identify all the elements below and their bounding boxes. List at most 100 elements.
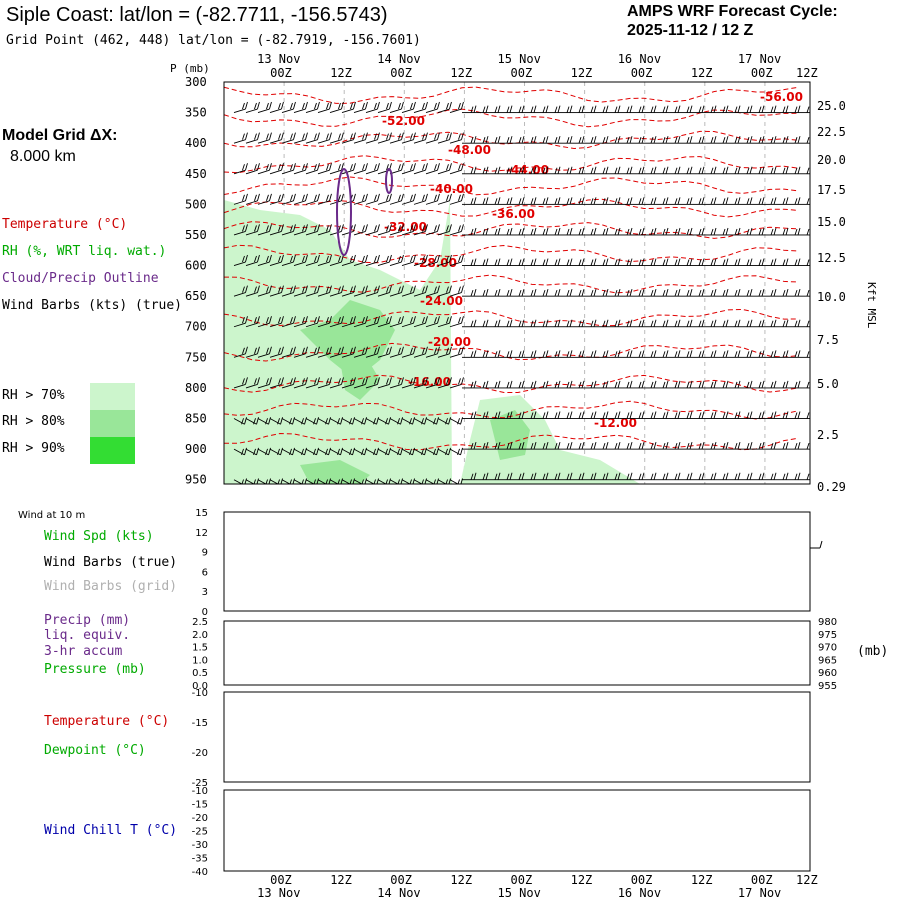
wind-barb-492 — [377, 377, 392, 389]
wind-barb-518 — [690, 380, 705, 389]
wind-barb-547 — [462, 411, 477, 419]
wind-barb-84 — [666, 105, 681, 114]
wind-barb-74 — [546, 105, 561, 114]
wind-barb-345 — [341, 285, 356, 297]
wind-barb-203 — [365, 193, 380, 205]
wind-barb-198 — [305, 193, 320, 205]
wind-barb-334 — [786, 258, 801, 267]
wind-barb-279 — [702, 227, 717, 236]
wind-barb-604 — [570, 441, 585, 450]
wind-barb-119 — [510, 136, 525, 144]
wind-barb-482 — [257, 377, 272, 389]
pressure-tick-1: 350 — [185, 106, 207, 120]
wind-barb-278 — [690, 227, 705, 236]
wind-barb-76 — [570, 105, 585, 114]
wind-barb-437 — [293, 346, 308, 358]
pressure-tick-4: 500 — [185, 197, 207, 211]
wind-barb-272 — [618, 227, 633, 236]
legend-temperature: Temperature (°C) — [2, 217, 128, 232]
wind-barb-523 — [750, 380, 765, 389]
wind-barb-245 — [293, 224, 308, 236]
cycle-value: 2025-11-12 / 12 Z — [627, 22, 754, 39]
wind-barb-132 — [666, 136, 681, 144]
wind-barb-325 — [678, 258, 693, 267]
windchill-ytick-2: -20 — [192, 813, 208, 824]
wind-barb-75 — [558, 105, 573, 114]
wind-barb-388 — [281, 316, 296, 328]
wind-barb-469 — [678, 350, 693, 358]
wind-barb-560 — [618, 411, 633, 419]
wind-panel-title: Wind at 10 m — [18, 510, 86, 521]
wind-barb-467 — [654, 350, 669, 358]
wind-barb-303 — [413, 254, 428, 266]
wind-barb-366 — [594, 289, 609, 297]
height-tick-1: 22.5 — [817, 125, 846, 139]
wind-barb-415 — [606, 319, 621, 328]
wind-barb-268 — [570, 227, 585, 236]
precip-ytick-2: 1.5 — [192, 643, 208, 654]
wind-barb-77 — [582, 105, 597, 114]
wind-barb-359 — [510, 289, 525, 297]
wind-barb-73 — [534, 105, 549, 114]
wind-barb-371 — [654, 289, 669, 297]
wind-barb-58 — [353, 101, 368, 114]
wind-barb-20 — [474, 82, 487, 83]
wind-ytick-2: 9 — [202, 548, 208, 559]
wind-barb-236 — [762, 197, 777, 205]
wind-barb-16 — [426, 82, 428, 83]
wind-barb-251 — [365, 224, 380, 236]
wind-barb-521 — [726, 380, 741, 389]
wind-barb-509 — [582, 380, 597, 389]
wind-barb-654 — [594, 472, 609, 481]
top-hour-label-6: 00Z — [631, 66, 653, 80]
wind-barb-609 — [630, 441, 645, 450]
wind-barb-645 — [486, 472, 501, 481]
top-day-label-1: 14 Nov — [377, 52, 420, 66]
wind-barb-623 — [798, 442, 810, 450]
wind-barb-169 — [534, 166, 549, 175]
temp-contour-1 — [224, 108, 799, 128]
wind-barb-59 — [365, 101, 380, 114]
wind-barb-399 — [413, 316, 428, 328]
wind-barb-55 — [317, 101, 332, 114]
wind-barb-421 — [678, 319, 693, 328]
wind-barb-171 — [558, 166, 573, 175]
wind-barb-257 — [437, 224, 452, 236]
pressure-tick-7: 650 — [185, 289, 207, 303]
wind-barb-290 — [257, 254, 272, 266]
wind-barb-188 — [762, 166, 777, 175]
temp-contour-label-0: -56.00 — [760, 90, 803, 104]
wind-barb-181 — [678, 166, 693, 175]
wind-barb-453 — [486, 350, 501, 358]
wind-barb-138 — [738, 136, 753, 144]
windchill-ytick-1: -15 — [192, 800, 208, 811]
wind-barb-500 — [474, 380, 489, 389]
wind-barb-314 — [546, 258, 561, 267]
bottom-hour-label-4: 00Z — [511, 873, 533, 887]
wind-barb-6 — [306, 82, 308, 83]
wind-barb-605 — [582, 441, 597, 450]
height-tick-5: 12.5 — [817, 251, 846, 265]
wind-barb-340 — [281, 285, 296, 297]
wind-barb-343 — [317, 285, 332, 297]
wind-barb-456 — [522, 350, 537, 358]
wind-barb-571 — [750, 411, 765, 419]
wind-barb-194 — [257, 193, 272, 205]
bottom-hour-label-6: 00Z — [631, 873, 653, 887]
bottom-hour-label-1: 12Z — [330, 873, 352, 887]
wind-barb-52 — [281, 101, 296, 114]
wind-barb-125 — [582, 136, 597, 144]
wind-barb-353 — [437, 285, 452, 297]
wind-barb-237 — [774, 197, 789, 205]
bottom-hour-label-0: 00Z — [270, 873, 292, 887]
wind-barb-406 — [498, 319, 513, 328]
wind-barb-155 — [365, 163, 380, 175]
precip-ytick-4: 0.5 — [192, 668, 208, 679]
wind-barb-217 — [534, 197, 549, 205]
wind-barb-113 — [437, 132, 452, 144]
wind-barb-387 — [269, 316, 284, 328]
wind-barb-40 — [714, 82, 727, 83]
wind-barb-286 — [786, 227, 801, 236]
wind-barb-566 — [690, 411, 705, 419]
wind-barb-502 — [498, 380, 513, 389]
